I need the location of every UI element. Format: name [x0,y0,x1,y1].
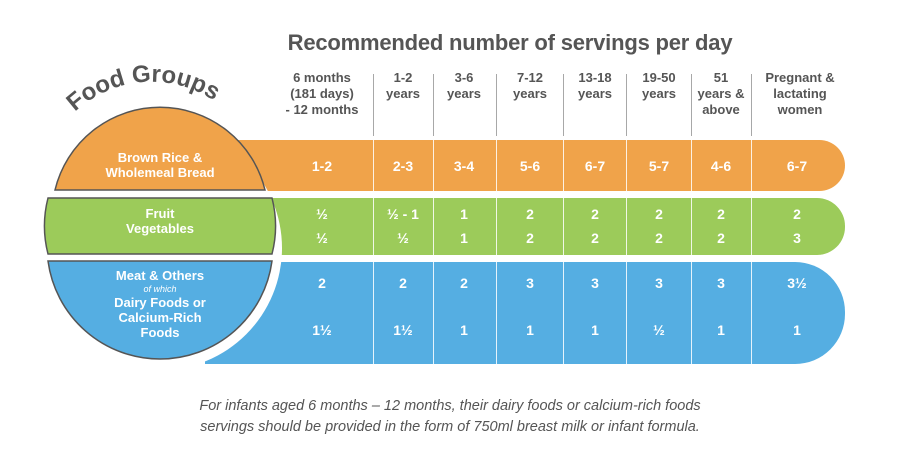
header-divider [496,74,497,136]
meat-value: 2 [318,275,326,291]
vegetable-value: 2 [717,230,725,246]
band-column-line [751,140,752,364]
fruit-value: 1 [460,206,468,222]
vegetable-value: 2 [655,230,663,246]
chart-title: Recommended number of servings per day [287,30,733,55]
vegetable-value: 2 [526,230,534,246]
column-header-13-18-years: 13-18 years [578,70,612,101]
column-header-1-2-years: 1-2 years [386,70,420,101]
vegetable-value: 3 [793,230,801,246]
grains-segment [54,106,266,191]
footnote: For infants aged 6 months – 12 months, t… [199,398,701,435]
band-column-line [373,140,374,364]
band-column-line [496,140,497,364]
column-header-7-12-years: 7-12 years [513,70,547,101]
band-column-line [433,140,434,364]
fruit-veg-label: Fruit Vegetables [126,206,194,236]
fruit-veg-segment [43,197,277,255]
band-column-line [563,140,564,364]
header-divider [626,74,627,136]
fruit-value: 2 [655,206,663,222]
grains-value: 2-3 [392,158,414,174]
vegetable-value: 2 [591,230,599,246]
meat-dairy-row-band [205,262,845,364]
meat-value: 3 [591,275,599,291]
fruit-value: ½ [316,206,328,222]
dairy-value: 1 [460,322,468,338]
header-divider [691,74,692,136]
meat-value: 3 [717,275,725,291]
grains-value: 6-7 [584,158,606,174]
header-divider [563,74,564,136]
fruit-value: 2 [793,206,801,222]
column-header-3-6-years: 3-6 years [447,70,481,101]
dairy-value: 1 [717,322,725,338]
header-divider [433,74,434,136]
grains-value: 4-6 [710,158,732,174]
dairy-value: 1½ [312,322,332,338]
meat-value: 3 [655,275,663,291]
vegetable-value: ½ [316,230,328,246]
fruit-value: 2 [591,206,599,222]
column-header-51-above: 51 years & above [697,70,745,117]
dairy-value: 1½ [393,322,413,338]
meat-dairy-segment [47,260,273,360]
meat-dairy-label: Meat & Others of which Dairy Foods or Ca… [114,268,206,340]
grains-value: 5-7 [648,158,670,174]
vegetable-value: 1 [460,230,468,246]
band-column-line [626,140,627,364]
dairy-value: ½ [653,322,665,338]
header-divider [751,74,752,136]
fruit-veg-row-band [205,198,845,255]
grains-row-band [205,140,845,191]
meat-value: 3½ [787,275,807,291]
fruit-value: 2 [526,206,534,222]
grains-label: Brown Rice & Wholemeal Bread [105,150,215,180]
meat-value: 3 [526,275,534,291]
column-header-19-50-years: 19-50 years [642,70,676,101]
column-header-6-12-months: 6 months (181 days) - 12 months [285,70,359,117]
dairy-value: 1 [793,322,801,338]
column-header-pregnant-lactating: Pregnant & lactating women [765,70,835,117]
header-divider [373,74,374,136]
band-column-line [691,140,692,364]
grains-value: 3-4 [453,158,475,174]
meat-value: 2 [460,275,468,291]
grains-value: 5-6 [519,158,541,174]
fruit-value: 2 [717,206,725,222]
dairy-value: 1 [591,322,599,338]
meat-value: 2 [399,275,407,291]
dairy-value: 1 [526,322,534,338]
grains-value: 6-7 [786,158,808,174]
fruit-value: ½ - 1 [387,206,419,222]
grains-value: 1-2 [311,158,333,174]
vegetable-value: ½ [397,230,409,246]
